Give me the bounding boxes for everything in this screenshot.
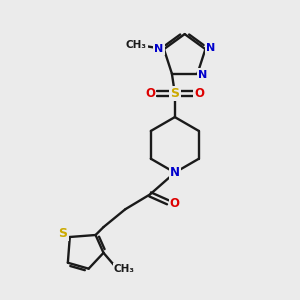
Text: S: S [58, 226, 68, 239]
Text: N: N [198, 70, 207, 80]
Text: S: S [170, 87, 179, 100]
Text: N: N [170, 166, 180, 179]
Text: CH₃: CH₃ [114, 264, 135, 274]
Text: N: N [206, 43, 215, 53]
Text: O: O [170, 197, 180, 210]
Text: N: N [154, 44, 164, 54]
Text: CH₃: CH₃ [126, 40, 147, 50]
Text: O: O [145, 87, 155, 100]
Text: O: O [195, 87, 205, 100]
